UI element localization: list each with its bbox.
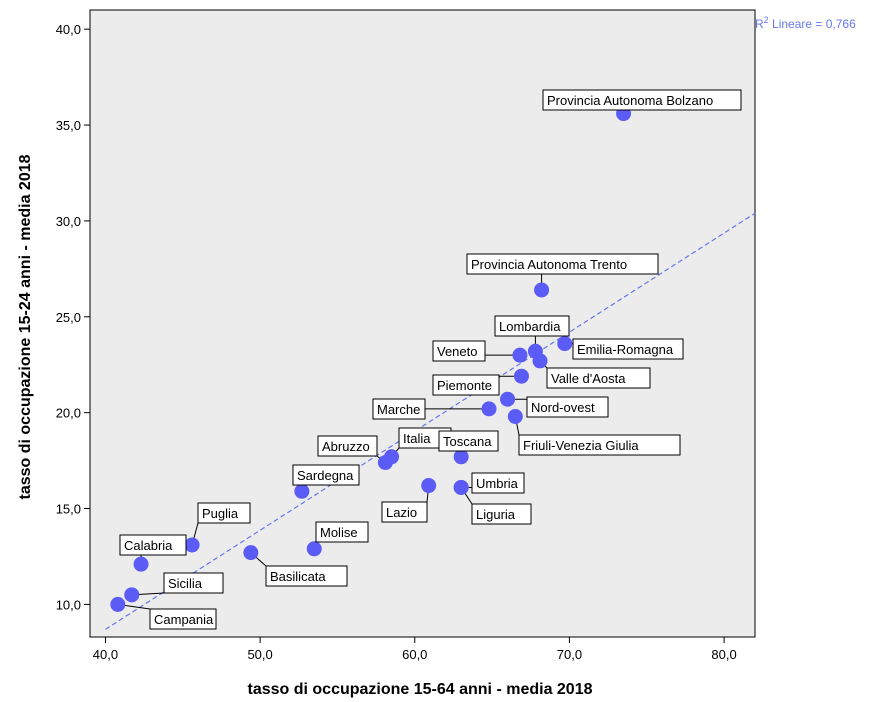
y-tick-label: 35,0 — [56, 118, 81, 133]
point-label-box — [163, 572, 224, 594]
point-label-box — [471, 472, 525, 494]
data-point — [534, 282, 550, 298]
point-label: Puglia — [202, 506, 239, 521]
point-label: Liguria — [476, 507, 516, 522]
plot-area — [89, 9, 756, 638]
point-label: Abruzzo — [322, 439, 370, 454]
point-label-box — [471, 503, 532, 525]
point-label: Toscana — [443, 434, 492, 449]
point-label: Calabria — [124, 538, 173, 553]
point-label: Campania — [154, 612, 214, 627]
r2-label: R2 Lineare = 0,766 — [755, 15, 856, 31]
data-point — [184, 537, 200, 553]
x-tick-label: 40,0 — [93, 647, 118, 662]
point-label-box — [372, 398, 426, 420]
x-tick-label: 60,0 — [402, 647, 427, 662]
data-point — [512, 347, 528, 363]
point-label-box — [432, 374, 500, 396]
point-label-box — [438, 430, 499, 452]
point-label-box — [542, 89, 742, 111]
data-point — [453, 479, 469, 495]
data-point — [481, 401, 497, 417]
point-label-box — [432, 340, 486, 362]
data-point — [306, 541, 322, 557]
data-point — [532, 353, 548, 369]
x-tick-label: 80,0 — [711, 647, 736, 662]
point-label-box — [518, 434, 681, 456]
point-label-box — [315, 521, 369, 543]
y-tick-label: 25,0 — [56, 310, 81, 325]
point-label: Nord-ovest — [531, 400, 595, 415]
point-label-box — [265, 565, 348, 587]
x-tick-label: 50,0 — [247, 647, 272, 662]
point-label: Provincia Autonoma Trento — [471, 257, 627, 272]
point-label: Piemonte — [437, 378, 492, 393]
point-label-box — [317, 435, 378, 457]
point-label: Basilicata — [270, 569, 326, 584]
y-tick-label: 15,0 — [56, 502, 81, 517]
point-label: Italia — [403, 431, 431, 446]
y-axis-title: tasso di occupazione 15-24 anni - media … — [17, 154, 34, 499]
point-label-box — [292, 464, 360, 486]
point-label: Lombardia — [499, 319, 561, 334]
data-point — [243, 545, 259, 561]
data-point — [384, 449, 400, 465]
point-label: Veneto — [437, 344, 478, 359]
point-label-box — [546, 367, 651, 389]
y-tick-label: 40,0 — [56, 22, 81, 37]
y-tick-label: 30,0 — [56, 214, 81, 229]
point-label-box — [197, 502, 251, 524]
point-label: Molise — [320, 525, 358, 540]
point-label: Lazio — [386, 505, 417, 520]
y-tick-label: 20,0 — [56, 406, 81, 421]
data-point — [507, 408, 523, 424]
point-label: Umbria — [476, 476, 519, 491]
data-point — [110, 596, 126, 612]
point-label: Sicilia — [168, 576, 203, 591]
point-label: Sardegna — [297, 468, 354, 483]
point-label-box — [119, 534, 187, 556]
point-label: Friuli-Venezia Giulia — [523, 438, 639, 453]
point-label: Valle d'Aosta — [551, 371, 626, 386]
data-point — [421, 478, 437, 494]
data-point — [500, 391, 516, 407]
data-point — [557, 336, 573, 352]
data-point — [513, 368, 529, 384]
x-axis-title: tasso di occupazione 15-64 anni - media … — [247, 681, 592, 698]
fit-line — [105, 212, 756, 630]
data-point — [124, 587, 140, 603]
point-label-box — [494, 315, 570, 337]
data-point — [294, 483, 310, 499]
point-label: Provincia Autonoma Bolzano — [547, 93, 713, 108]
y-tick-label: 10,0 — [56, 597, 81, 612]
data-point — [133, 556, 149, 572]
x-tick-label: 70,0 — [557, 647, 582, 662]
point-label: Emilia-Romagna — [577, 342, 674, 357]
point-label-box — [466, 253, 659, 275]
point-label: Marche — [377, 402, 420, 417]
point-label-box — [526, 396, 609, 418]
data-point — [453, 449, 469, 465]
point-label-box — [149, 608, 217, 630]
point-label-box — [572, 338, 684, 360]
point-label-box — [381, 501, 428, 523]
